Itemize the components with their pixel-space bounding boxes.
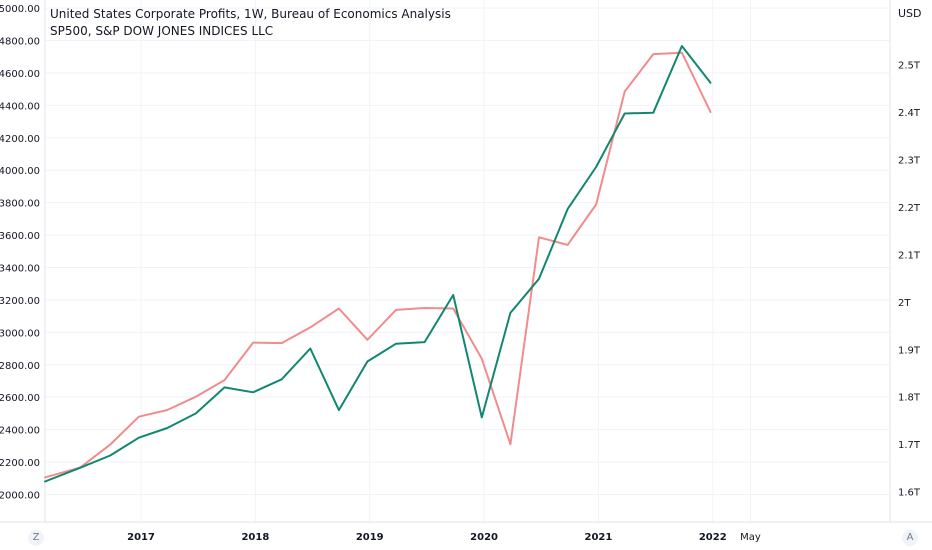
right-axis-tick-label: 2.2T (898, 203, 921, 214)
time-axis-tick-label: 2018 (241, 532, 269, 543)
time-axis-tick-label: May (740, 532, 761, 543)
time-axis-tick-label: 2021 (585, 532, 613, 543)
left-axis-tick-label: 2600.00 (0, 393, 40, 404)
right-axis-tick-label: 2.3T (898, 155, 921, 166)
time-axis-tick-label: 2019 (356, 532, 384, 543)
left-axis-tick-label: 5000.00 (0, 4, 40, 15)
time-axis[interactable]: 2017 2018 2019 2020 2021 2022 May (127, 532, 761, 543)
right-axis-tick-label: 1.7T (898, 440, 921, 451)
left-axis-tick-label: 3200.00 (0, 296, 40, 307)
time-axis-tick-label: 2022 (699, 532, 727, 543)
sp500-line (44, 45, 712, 483)
left-axis-tick-label: 4000.00 (0, 166, 40, 177)
right-axis-unit: USD (898, 7, 922, 20)
right-axis-tick-label: 2.4T (898, 108, 921, 119)
time-axis-tick-label: 2017 (127, 532, 155, 543)
time-axis-tick-label: 2020 (470, 532, 498, 543)
right-axis-tick-label: 1.6T (898, 488, 921, 499)
right-axis-tick-label: 2T (898, 298, 911, 309)
right-price-axis[interactable]: 1.6T 1.7T 1.8T 1.9T 2T 2.1T 2.2T 2.3T 2.4T 2.5T (898, 61, 921, 499)
legend-sp500[interactable]: SP500, S&P DOW JONES INDICES LLC (50, 24, 274, 38)
series-lines (44, 45, 712, 483)
left-axis-tick-label: 4800.00 (0, 37, 40, 48)
left-axis-tick-label: 4600.00 (0, 69, 40, 80)
log-scale-toggle-button[interactable]: Z (28, 530, 44, 546)
left-axis-tick-label: 3800.00 (0, 199, 40, 210)
grid-lines (45, 0, 890, 522)
legend-corporate-profits[interactable]: United States Corporate Profits, 1W, Bur… (50, 7, 451, 21)
auto-scale-toggle-button[interactable]: A (902, 530, 918, 546)
left-axis-tick-label: 2400.00 (0, 426, 40, 437)
left-axis-tick-label: 4200.00 (0, 134, 40, 145)
corporate-profits-line (44, 51, 712, 479)
left-axis-tick-label: 2000.00 (0, 490, 40, 501)
right-axis-tick-label: 2.1T (898, 250, 921, 261)
right-axis-tick-label: 1.8T (898, 393, 921, 404)
left-axis-tick-label: 3400.00 (0, 263, 40, 274)
left-price-axis[interactable]: 2000.00 2200.00 2400.00 2600.00 2800.00 3000.… (0, 4, 40, 501)
left-axis-tick-label: 2200.00 (0, 458, 40, 469)
left-axis-tick-label: 2800.00 (0, 361, 40, 372)
right-axis-tick-label: 2.5T (898, 61, 921, 72)
left-axis-tick-label: 4400.00 (0, 101, 40, 112)
left-axis-tick-label: 3000.00 (0, 328, 40, 339)
right-axis-tick-label: 1.9T (898, 345, 921, 356)
left-axis-tick-label: 3600.00 (0, 231, 40, 242)
legend: United States Corporate Profits, 1W, Bur… (50, 6, 451, 40)
